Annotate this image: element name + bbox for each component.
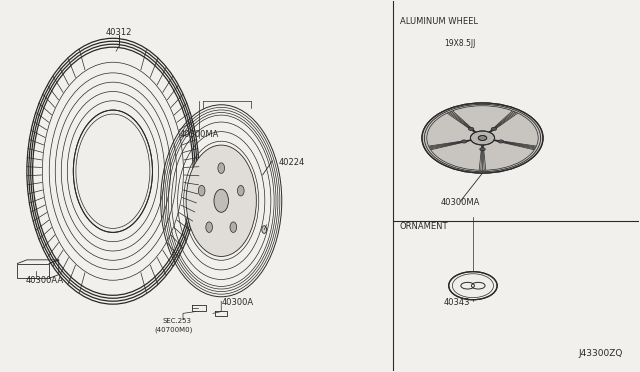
Text: 40300A: 40300A	[221, 298, 253, 307]
Text: 19X8.5JJ: 19X8.5JJ	[445, 39, 476, 48]
Ellipse shape	[74, 110, 152, 232]
Text: 40300MA: 40300MA	[179, 130, 219, 139]
Text: SEC.253: SEC.253	[162, 318, 191, 324]
Text: 40300AA: 40300AA	[26, 276, 64, 285]
Text: 40343: 40343	[444, 298, 470, 307]
Text: 40224: 40224	[278, 157, 305, 167]
Text: (40700M0): (40700M0)	[154, 327, 193, 333]
Ellipse shape	[198, 185, 205, 196]
Ellipse shape	[480, 148, 485, 151]
Ellipse shape	[237, 185, 244, 196]
Bar	[17, 263, 49, 278]
Text: ORNAMENT: ORNAMENT	[399, 222, 448, 231]
Ellipse shape	[498, 140, 504, 143]
Ellipse shape	[218, 163, 225, 173]
Ellipse shape	[186, 145, 257, 256]
Text: ALUMINUM WHEEL: ALUMINUM WHEEL	[399, 17, 477, 26]
Ellipse shape	[461, 140, 467, 143]
Ellipse shape	[262, 226, 267, 233]
Ellipse shape	[230, 222, 237, 232]
Ellipse shape	[491, 127, 497, 131]
Text: J43300ZQ: J43300ZQ	[579, 350, 623, 359]
Ellipse shape	[478, 135, 487, 141]
Ellipse shape	[214, 189, 228, 212]
Ellipse shape	[449, 272, 497, 300]
Ellipse shape	[422, 103, 543, 173]
Text: 40300MA: 40300MA	[440, 198, 480, 207]
Ellipse shape	[468, 127, 474, 131]
Ellipse shape	[470, 131, 495, 145]
Text: 40312: 40312	[106, 28, 132, 37]
Ellipse shape	[206, 222, 212, 232]
